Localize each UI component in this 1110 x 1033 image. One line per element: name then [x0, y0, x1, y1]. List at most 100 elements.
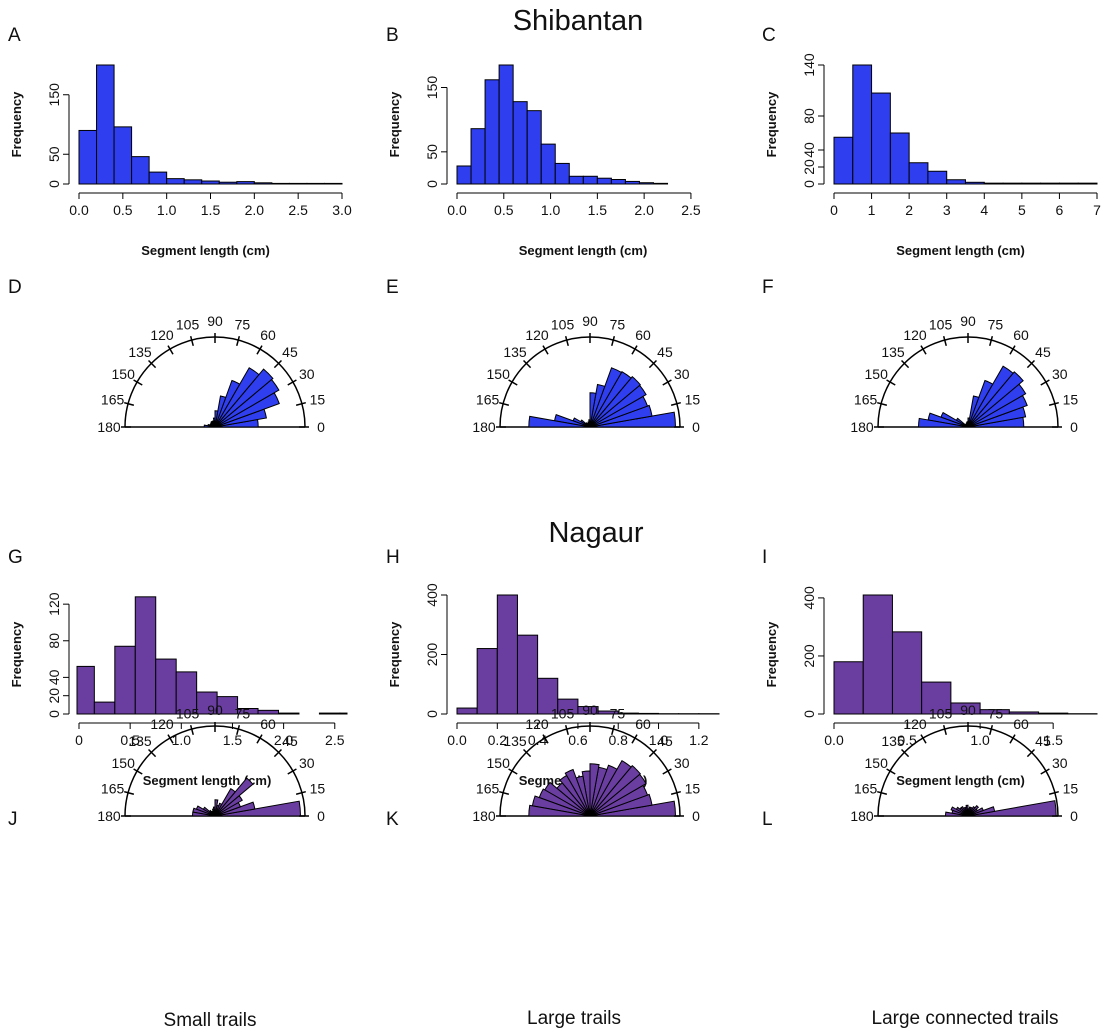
rose-petal [203, 424, 216, 428]
rose-tick-label: 150 [112, 755, 136, 771]
rose-tick-label: 30 [674, 366, 690, 382]
rose-tick-label: 60 [260, 716, 276, 732]
rose-petal [589, 375, 642, 428]
y-tick-label: 140 [801, 53, 817, 77]
rose-tick [273, 749, 282, 758]
panel-label-k: K [386, 809, 399, 830]
histogram-bar [456, 707, 478, 715]
x-tick-label: 2.5 [288, 202, 308, 218]
panel-label-i: I [762, 547, 767, 568]
histogram-bar [921, 681, 952, 715]
rose-tick-label: 135 [128, 344, 152, 360]
section-title-shibantan: Shibantan [513, 5, 644, 37]
histogram-bar [927, 170, 948, 185]
rose-tick-label: 180 [97, 419, 121, 435]
y-axis-title: Frequency [764, 621, 779, 688]
rose-tick [901, 749, 910, 758]
x-tick-label: 2.5 [681, 202, 701, 218]
rose-petal [559, 774, 591, 817]
y-tick-label: 80 [801, 108, 817, 124]
histogram-bar [278, 712, 300, 715]
x-tick-label: 0.5 [494, 202, 514, 218]
rose-tick-label: 0 [692, 808, 700, 824]
rose-tick [942, 336, 947, 347]
rose-tick-label: 45 [282, 733, 298, 749]
histogram-bar [1040, 182, 1060, 185]
histogram-bar [318, 712, 341, 715]
panel-label-f: F [762, 277, 774, 298]
histogram-bar [93, 701, 116, 715]
histogram-bar [476, 648, 498, 715]
histogram-bar [134, 596, 157, 715]
x-axis-title: Segment length (cm) [141, 243, 270, 258]
rose-petal [214, 395, 227, 428]
histogram-bar [498, 64, 514, 185]
rose-petal [214, 379, 241, 428]
bottom-label-large-connected-trails: Large connected trails [872, 1008, 1059, 1029]
rose-tick [942, 725, 947, 736]
y-axis-title: Frequency [387, 91, 402, 158]
x-tick-label: 1.0 [157, 202, 177, 218]
histogram-bar [113, 126, 133, 185]
x-tick-label: 0.5 [897, 732, 917, 748]
rose-tick-label: 75 [610, 317, 626, 333]
x-tick-label: 1.0 [970, 732, 990, 748]
y-tick-label: 200 [424, 643, 440, 667]
rose-tick-label: 30 [1052, 366, 1068, 382]
rose-tick-label: 105 [929, 317, 953, 333]
rose-tick [148, 749, 157, 758]
x-tick-label: 1.0 [172, 732, 192, 748]
rose-tick [920, 734, 927, 744]
rose-tick-label: 15 [310, 392, 326, 408]
rose-tick-label: 75 [988, 317, 1004, 333]
x-tick-label: 6 [1056, 202, 1064, 218]
histogram-panel-a: A 0.0 0.5 1.0 1.5 2.0 2.5 3.0 Segment length (cm… [8, 25, 352, 258]
y-tick-label: 0 [801, 180, 817, 188]
y-tick-label: 400 [424, 583, 440, 607]
rose-tick-label: 75 [235, 706, 251, 722]
histogram-bar [148, 171, 168, 185]
rose-tick [670, 401, 681, 406]
histogram-bar [1077, 182, 1098, 185]
histogram-bar [950, 702, 981, 715]
rose-tick [648, 749, 657, 758]
histogram-bar [1002, 182, 1023, 185]
rose-tick-label: 45 [1035, 344, 1051, 360]
rose-petal [214, 367, 260, 428]
rose-tick-label: 30 [674, 755, 690, 771]
rose-tick [295, 401, 306, 406]
bottom-label-small-trails: Small trails [164, 1010, 257, 1031]
x-tick-label: 7 [1093, 202, 1101, 218]
x-tick-label: 0.0 [447, 202, 467, 218]
rose-tick-label: 75 [610, 706, 626, 722]
histogram-bar [114, 645, 136, 715]
y-axis-title: Frequency [387, 621, 402, 688]
rose-tick-label: 150 [865, 755, 889, 771]
section-title-nagaur: Nagaur [548, 517, 643, 549]
rose-petal [589, 392, 597, 428]
rose-tick-label: 30 [299, 366, 315, 382]
rose-tick-label: 15 [1063, 781, 1079, 797]
histogram-bar [653, 182, 669, 185]
rose-tick-label: 0 [317, 808, 325, 824]
rose-tick [499, 790, 510, 795]
rose-tick-label: 75 [235, 317, 251, 333]
rose-tick [901, 360, 910, 369]
rose-tick-label: 150 [487, 755, 511, 771]
x-tick-label: 2.0 [245, 202, 265, 218]
rose-tick-label: 45 [282, 344, 298, 360]
x-tick-label: 3.0 [332, 202, 352, 218]
histogram-bar [323, 182, 343, 185]
histogram-bar [218, 181, 238, 185]
histogram-bar [496, 594, 518, 715]
y-axis: 0 50 150 [424, 76, 448, 188]
x-tick-label: 0 [830, 202, 838, 218]
histogram-bar [638, 182, 655, 185]
rose-tick-label: 0 [317, 419, 325, 435]
rose-tick-label: 15 [685, 781, 701, 797]
y-axis: 0 200 400 [801, 586, 825, 718]
x-tick-label: 2.0 [634, 202, 654, 218]
